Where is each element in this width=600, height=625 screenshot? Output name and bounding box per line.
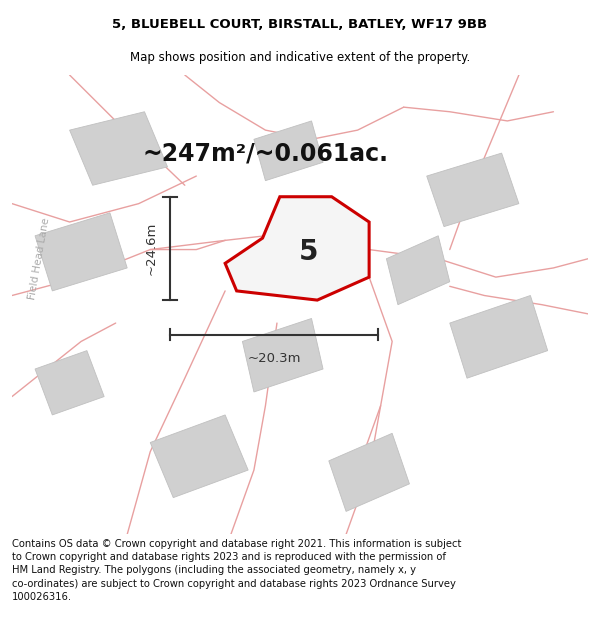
Polygon shape [329,433,409,511]
Text: 5, BLUEBELL COURT, BIRSTALL, BATLEY, WF17 9BB: 5, BLUEBELL COURT, BIRSTALL, BATLEY, WF1… [112,18,488,31]
Text: ~247m²/~0.061ac.: ~247m²/~0.061ac. [142,141,388,165]
Polygon shape [35,213,127,291]
Text: Field Head Lane: Field Head Lane [28,217,52,301]
Polygon shape [225,197,369,300]
Polygon shape [450,296,548,378]
Polygon shape [242,319,323,392]
Text: Map shows position and indicative extent of the property.: Map shows position and indicative extent… [130,51,470,64]
Polygon shape [427,153,519,227]
Polygon shape [150,415,248,498]
Text: 5: 5 [299,238,319,266]
Text: ~24.6m: ~24.6m [145,222,158,275]
Polygon shape [70,112,167,185]
Polygon shape [35,351,104,415]
Text: Contains OS data © Crown copyright and database right 2021. This information is : Contains OS data © Crown copyright and d… [12,539,461,602]
Polygon shape [254,121,323,181]
Text: ~20.3m: ~20.3m [247,352,301,365]
Polygon shape [386,236,450,304]
